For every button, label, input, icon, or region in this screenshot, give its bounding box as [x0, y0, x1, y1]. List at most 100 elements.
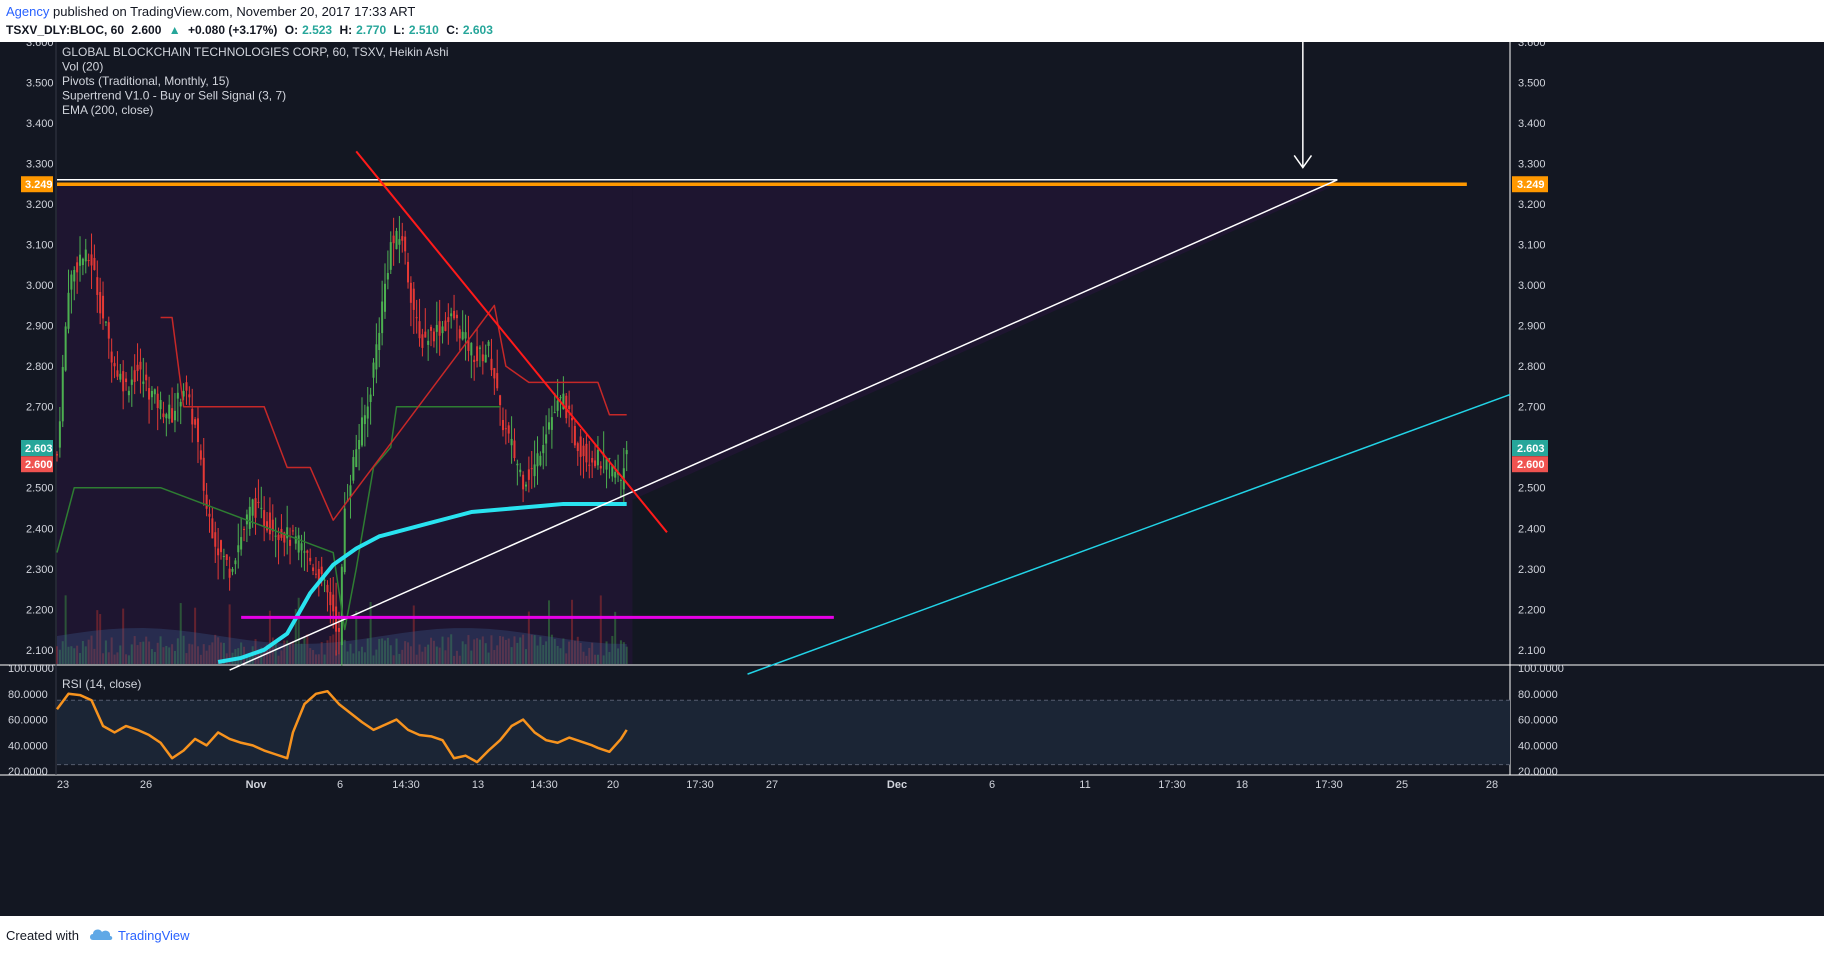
candle-body: [102, 295, 105, 319]
candle-body: [352, 457, 355, 481]
volume-bar: [409, 646, 412, 664]
volume-bar: [481, 636, 484, 664]
chart-area[interactable]: RSI (14, close) 3.600 3.600 3.500 3.500 3.40…: [0, 42, 1824, 916]
candle-body: [142, 381, 145, 384]
candle-body: [268, 512, 271, 535]
volume-bar: [196, 646, 199, 664]
candle-body: [283, 532, 286, 543]
candle-body: [314, 573, 317, 575]
axes: 3.600 3.600 3.500 3.500 3.400 3.400 3.300 3.300…: [8, 42, 1564, 791]
low-value: 2.510: [408, 23, 439, 37]
time-tick: 17:30: [1315, 779, 1343, 791]
volume-bar: [317, 654, 320, 664]
grid: [0, 42, 1824, 776]
candle-body: [501, 420, 504, 431]
volume-bar: [222, 642, 225, 664]
volume-bar: [599, 595, 602, 664]
candle-body: [122, 371, 125, 392]
price-tick-left: 2.200: [26, 604, 54, 616]
author-link[interactable]: Agency: [6, 4, 50, 19]
volume-bar: [93, 648, 96, 664]
volume-bar: [496, 645, 499, 664]
candle-body: [487, 341, 490, 346]
volume-bar: [55, 646, 59, 664]
candle-body: [136, 364, 139, 372]
candle-body: [401, 236, 404, 241]
candle-body: [470, 342, 473, 356]
footer: Created with TradingView: [0, 916, 1824, 956]
volume-bar: [550, 634, 553, 664]
volume-bar: [326, 640, 329, 664]
up-arrow-icon: ▲: [168, 23, 181, 37]
rsi-tick-left: 80.0000: [8, 689, 48, 701]
price-tick-right: 2.900: [1518, 321, 1546, 333]
candle-body: [303, 551, 306, 553]
volume-bar: [455, 650, 458, 664]
volume-bar: [58, 649, 61, 664]
volume-bar: [591, 642, 594, 664]
candle-body: [458, 329, 461, 339]
volume-bar: [478, 639, 481, 664]
volume-bar: [360, 646, 363, 664]
candle-body: [573, 425, 576, 446]
chart-header: Agency published on TradingView.com, Nov…: [0, 0, 1824, 42]
candle-body: [257, 501, 260, 503]
volume-bar: [314, 654, 317, 664]
volume-bar: [576, 636, 579, 664]
candle-body: [432, 331, 435, 342]
volume-bar: [332, 634, 335, 664]
candle-body: [208, 513, 211, 517]
volume-bar: [542, 645, 545, 664]
symbol-label[interactable]: TSXV_DLY:BLOC, 60: [6, 23, 125, 37]
volume-bar: [444, 650, 447, 664]
candle-body: [412, 288, 415, 310]
candle-body: [185, 382, 188, 391]
candle-body: [522, 474, 525, 490]
volume-bar: [432, 640, 435, 664]
legend-item: Supertrend V1.0 - Buy or Sell Signal (3,…: [62, 89, 286, 103]
candle-body: [585, 443, 588, 463]
volume-bar: [130, 644, 133, 664]
candle-body: [524, 484, 527, 487]
volume-bar: [594, 654, 597, 664]
volume-bar: [90, 635, 93, 664]
volume-bar: [329, 636, 332, 664]
candle-body: [614, 471, 617, 478]
volume-bar: [125, 654, 128, 664]
volume-bar: [245, 653, 248, 664]
price-tick-right: 2.800: [1518, 361, 1546, 373]
tradingview-link[interactable]: TradingView: [118, 928, 190, 943]
candle-body: [202, 457, 205, 491]
volume-bar: [545, 641, 548, 664]
candle-body: [234, 560, 237, 565]
candle-body: [237, 545, 240, 553]
candle-body: [404, 236, 407, 252]
candle-body: [133, 370, 136, 382]
candle-body: [87, 260, 90, 262]
candle-body: [294, 536, 297, 544]
candle-body: [150, 390, 153, 398]
candle-body: [173, 410, 176, 421]
volume-bar: [378, 639, 381, 664]
candle-body: [588, 464, 591, 466]
volume-bar: [435, 646, 438, 664]
price-tick-left: 3.100: [26, 240, 54, 252]
volume-bar: [392, 655, 395, 664]
descending-trend-line: [355, 150, 668, 533]
volume-bar: [450, 634, 453, 664]
candle-body: [214, 532, 217, 547]
volume-bar: [510, 647, 513, 664]
rsi-line: [55, 689, 628, 764]
price-tick-left: 3.200: [26, 199, 54, 211]
candle-body: [286, 527, 289, 539]
volume-bar: [585, 655, 588, 664]
candle-body: [383, 283, 387, 312]
price-badge-left: [21, 176, 53, 193]
candle-body: [559, 397, 562, 399]
tradingview-cloud-icon: [90, 929, 113, 940]
price-badge-text-left: 3.249: [25, 179, 53, 191]
drawings[interactable]: [57, 42, 1511, 675]
price-tick-left: 2.800: [26, 361, 54, 373]
volume-bar: [421, 651, 424, 664]
time-tick: 23: [57, 779, 69, 791]
